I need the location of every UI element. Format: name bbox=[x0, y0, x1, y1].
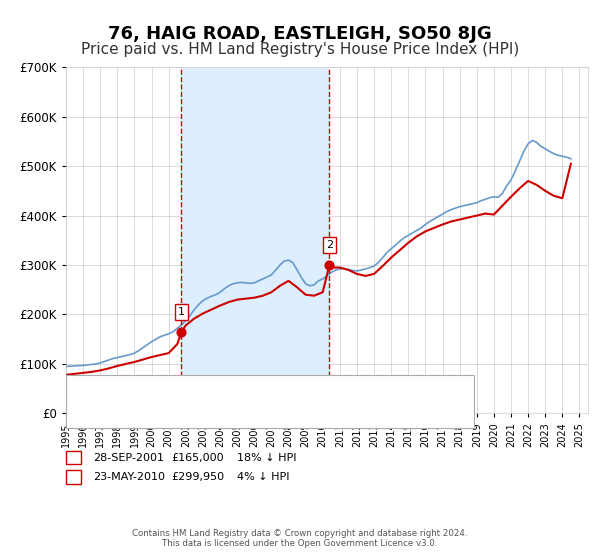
Text: ——: —— bbox=[77, 407, 102, 420]
Text: 1: 1 bbox=[178, 307, 185, 317]
Text: Contains HM Land Registry data © Crown copyright and database right 2024.: Contains HM Land Registry data © Crown c… bbox=[132, 529, 468, 538]
Text: £165,000: £165,000 bbox=[171, 452, 224, 463]
Point bbox=[176, 328, 186, 337]
Text: 28-SEP-2001: 28-SEP-2001 bbox=[93, 452, 164, 463]
Text: 23-MAY-2010: 23-MAY-2010 bbox=[93, 472, 165, 482]
Text: 18% ↓ HPI: 18% ↓ HPI bbox=[237, 452, 296, 463]
Text: Price paid vs. HM Land Registry's House Price Index (HPI): Price paid vs. HM Land Registry's House … bbox=[81, 42, 519, 57]
Point bbox=[325, 260, 334, 269]
Text: 1: 1 bbox=[70, 452, 77, 463]
Text: 76, HAIG ROAD, EASTLEIGH, SO50 8JG (detached house): 76, HAIG ROAD, EASTLEIGH, SO50 8JG (deta… bbox=[99, 385, 393, 395]
Text: 2: 2 bbox=[326, 240, 333, 250]
Text: £299,950: £299,950 bbox=[171, 472, 224, 482]
Text: 2: 2 bbox=[70, 472, 77, 482]
Text: 4% ↓ HPI: 4% ↓ HPI bbox=[237, 472, 290, 482]
Text: This data is licensed under the Open Government Licence v3.0.: This data is licensed under the Open Gov… bbox=[163, 539, 437, 548]
Bar bbox=[181, 67, 329, 413]
Text: ——: —— bbox=[77, 384, 102, 396]
Text: 76, HAIG ROAD, EASTLEIGH, SO50 8JG: 76, HAIG ROAD, EASTLEIGH, SO50 8JG bbox=[108, 25, 492, 43]
Text: HPI: Average price, detached house, Eastleigh: HPI: Average price, detached house, East… bbox=[99, 408, 340, 418]
